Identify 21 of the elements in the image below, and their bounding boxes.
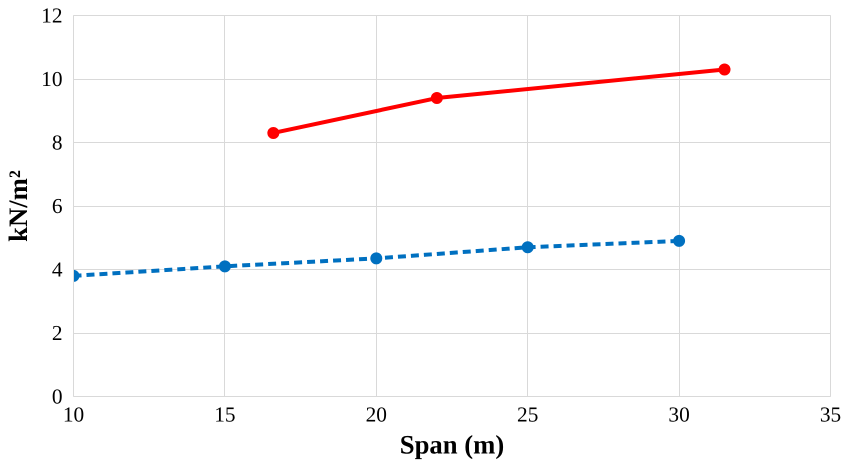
y-axis-title: kN/m² xyxy=(3,170,34,242)
point xyxy=(267,126,280,139)
x-tick-label: 15 xyxy=(214,402,236,426)
x-tick-label: 35 xyxy=(820,402,842,426)
y-tick-label: 6 xyxy=(52,194,63,218)
x-tick-label: 25 xyxy=(517,402,538,426)
x-axis-title: Span (m) xyxy=(400,430,504,460)
x-tick-label: 30 xyxy=(668,402,690,426)
y-tick-label: 10 xyxy=(41,67,62,91)
point xyxy=(718,63,731,76)
point xyxy=(522,241,534,254)
point xyxy=(218,260,231,272)
x-tick-label: 20 xyxy=(366,402,387,426)
y-tick-label: 8 xyxy=(52,130,63,154)
y-tick-label: 2 xyxy=(52,321,63,345)
y-tick-label: 12 xyxy=(41,4,62,28)
point xyxy=(430,92,443,104)
y-tick-label: 4 xyxy=(52,258,63,282)
point xyxy=(370,252,382,264)
point xyxy=(673,234,686,247)
y-tick-label: 0 xyxy=(52,384,63,408)
